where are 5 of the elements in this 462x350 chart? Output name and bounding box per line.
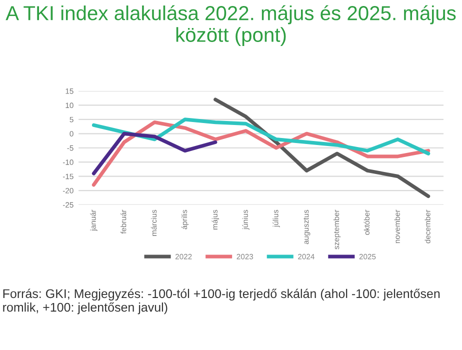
- chart-title: A TKI index alakulása 2022. május és 2025. május között (pont): [6, 5, 456, 46]
- line-series: [92, 118, 430, 156]
- line-series: [214, 98, 430, 198]
- text: Forrás: GKI; Megjegyzés: -100-tól +100-ig terjedő skálán (ahol -100: jelentősen romlik, +100: jelentősen javul): [3, 288, 440, 314]
- line-series: [92, 132, 218, 176]
